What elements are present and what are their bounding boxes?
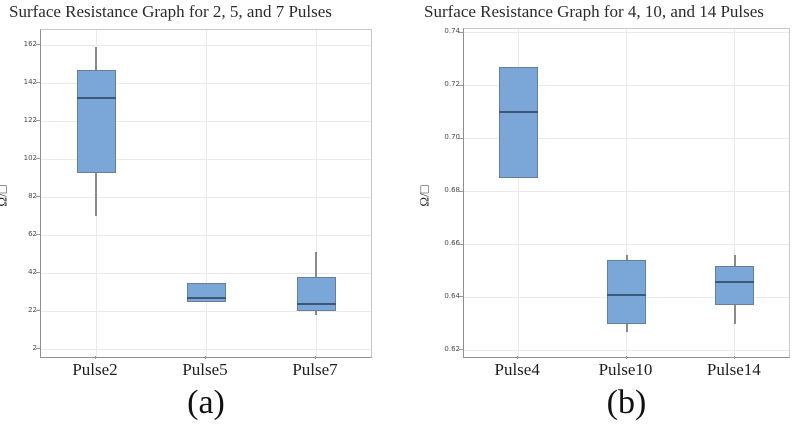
x-category-label: Pulse7 [292,360,338,379]
y-tick-mark [459,349,463,351]
y-tick-label: 102 [23,153,37,162]
x-tick-mark [315,356,316,359]
y-tick-mark [36,120,40,122]
lower-whisker [733,305,736,324]
y-tick-mark [36,158,40,160]
box-pulse2 [76,69,116,173]
y-tick-mark [459,243,463,245]
y-tick-label: 0.68 [444,186,460,195]
y-tick-label: 42 [28,267,37,276]
panel-b-caption: (b) [606,384,647,421]
median-line [715,280,755,283]
y-tick-label: 0.74 [444,27,460,36]
median-line [607,293,646,296]
x-category-label: Pulse4 [494,360,540,379]
panel-b-y-axis-title: Ω/□ [416,185,432,207]
upper-whisker [95,47,97,70]
y-tick-mark [459,84,463,86]
x-tick-mark [733,356,735,359]
y-tick-label: 22 [28,305,37,314]
y-tick-label: 0.64 [444,291,460,300]
panel-a-y-axis-title: Ω/□ [0,185,10,207]
x-tick-mark [625,356,627,359]
y-tick-label: 162 [23,39,37,48]
panel-b-plot-area [463,28,790,358]
y-tick-label: 0.70 [444,133,460,142]
y-tick-mark [36,272,40,274]
x-gridline [626,29,627,357]
panel-a-title: Surface Resistance Graph for 2, 5, and 7… [9,2,332,21]
y-tick-label: 0.72 [444,80,460,89]
x-category-label: Pulse5 [182,360,228,379]
y-tick-mark [36,310,40,312]
x-gridline [734,29,736,357]
x-gridline [205,30,207,357]
y-tick-mark [36,82,40,84]
y-tick-mark [459,190,463,192]
y-tick-label: 2 [32,343,37,352]
x-tick-mark [95,356,96,359]
y-tick-label: 0.66 [444,239,460,248]
y-tick-mark [459,137,463,139]
y-tick-mark [36,348,40,350]
upper-whisker [315,252,317,278]
lower-whisker [315,311,317,316]
y-tick-label: 82 [28,191,37,200]
x-tick-mark [205,356,206,359]
x-tick-mark [517,356,519,359]
y-tick-label: 62 [28,229,37,238]
lower-whisker [95,172,97,217]
x-category-label: Pulse10 [598,360,653,379]
lower-whisker [625,323,628,332]
panel-b-title: Surface Resistance Graph for 4, 10, and … [424,2,764,21]
panel-a-caption: (a) [187,384,225,421]
median-line [498,111,538,114]
y-tick-label: 0.62 [444,344,460,353]
x-category-label: Pulse14 [706,360,761,379]
y-tick-label: 142 [23,77,37,86]
x-category-label: Pulse2 [72,360,118,379]
box-pulse7 [296,277,336,312]
y-tick-mark [459,296,463,298]
panel-a-plot-area [40,29,372,358]
y-tick-mark [459,31,463,33]
y-tick-mark [36,234,40,236]
box-pulse4 [498,67,538,179]
x-gridline [517,29,519,357]
y-tick-label: 122 [23,115,37,124]
upper-whisker [733,255,736,266]
median-line [186,297,226,300]
median-line [296,302,336,305]
box-pulse10 [607,260,646,324]
box-pulse14 [715,265,755,306]
y-tick-mark [36,44,40,46]
x-gridline [315,30,317,357]
median-line [76,97,116,100]
upper-whisker [625,255,628,261]
y-tick-mark [36,196,40,198]
